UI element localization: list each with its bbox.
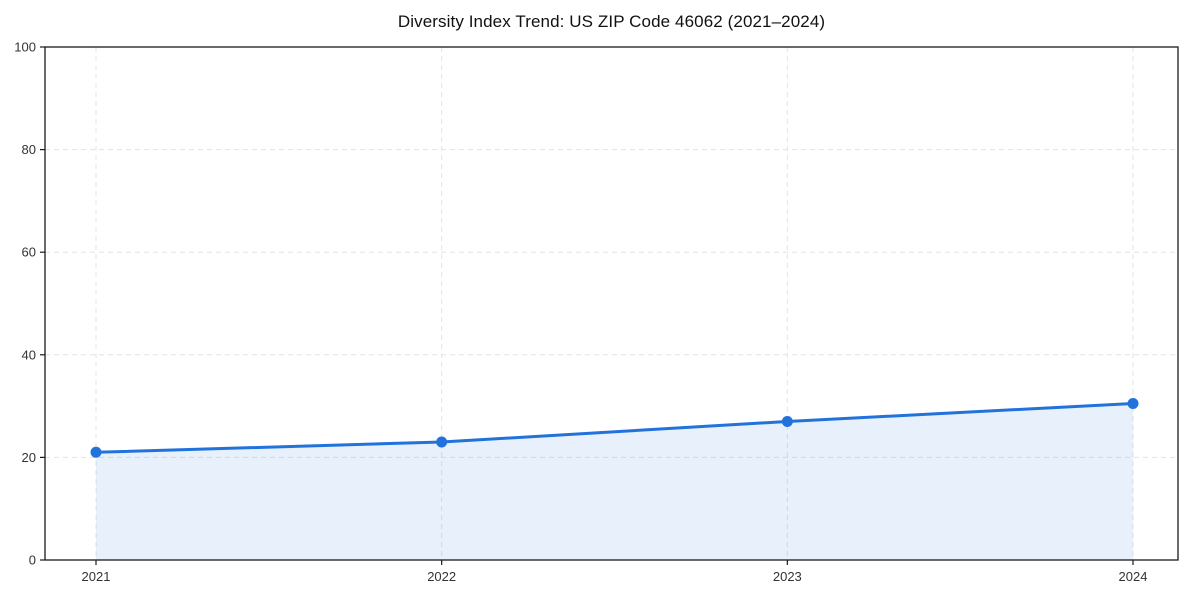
y-tick-label: 20 bbox=[22, 450, 36, 465]
trend-line bbox=[94, 402, 1135, 454]
x-tick-label: 2021 bbox=[82, 569, 111, 584]
y-tick-label: 40 bbox=[22, 347, 36, 362]
plot-frame bbox=[44, 46, 1179, 561]
x-tick-label: 2022 bbox=[427, 569, 456, 584]
data-point bbox=[781, 415, 793, 427]
y-tick-label: 80 bbox=[22, 142, 36, 157]
x-tick-label: 2024 bbox=[1119, 569, 1148, 584]
data-point bbox=[90, 446, 102, 458]
data-point bbox=[436, 436, 448, 448]
y-tick-label: 60 bbox=[22, 245, 36, 260]
y-tick-label: 0 bbox=[29, 553, 36, 568]
area-fill bbox=[96, 403, 1133, 560]
data-point bbox=[1127, 398, 1139, 410]
chart-title: Diversity Index Trend: US ZIP Code 46062… bbox=[397, 12, 826, 31]
x-tick-label: 2023 bbox=[773, 569, 802, 584]
y-tick-label: 100 bbox=[14, 40, 36, 55]
